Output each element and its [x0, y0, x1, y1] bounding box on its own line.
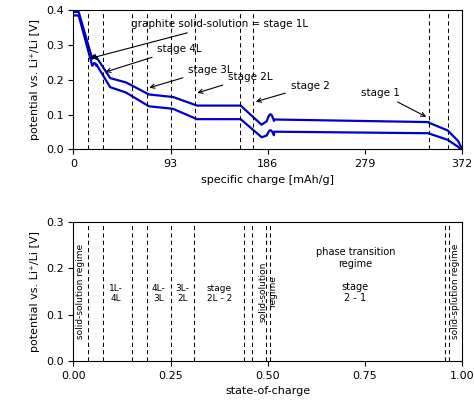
- Y-axis label: potential vs. Li⁺/Li [V]: potential vs. Li⁺/Li [V]: [30, 19, 40, 140]
- Y-axis label: potential vs. Li⁺/Li [V]: potential vs. Li⁺/Li [V]: [30, 231, 40, 352]
- X-axis label: state-of-charge: state-of-charge: [225, 386, 310, 396]
- Text: phase transition
regime

stage
2 - 1: phase transition regime stage 2 - 1: [316, 247, 395, 304]
- Text: stage 4L: stage 4L: [107, 44, 201, 72]
- X-axis label: specific charge [mAh/g]: specific charge [mAh/g]: [201, 175, 334, 185]
- Text: graphite solid-solution = stage 1L: graphite solid-solution = stage 1L: [92, 19, 308, 59]
- Text: 3L-
2L: 3L- 2L: [175, 284, 189, 304]
- Text: solid-solution
regime: solid-solution regime: [258, 261, 277, 322]
- Text: stage
2L - 2: stage 2L - 2: [207, 284, 232, 304]
- Text: stage 1: stage 1: [361, 88, 425, 116]
- Text: 4L-
3L: 4L- 3L: [151, 284, 165, 304]
- Text: 1L-
4L: 1L- 4L: [109, 284, 122, 304]
- Text: stage 3L: stage 3L: [150, 64, 233, 88]
- Text: stage 2L: stage 2L: [199, 71, 273, 93]
- Text: stage 2: stage 2: [257, 81, 330, 102]
- Text: solid-splution regime: solid-splution regime: [451, 244, 460, 339]
- Text: solid-solution regime: solid-solution regime: [76, 244, 85, 339]
